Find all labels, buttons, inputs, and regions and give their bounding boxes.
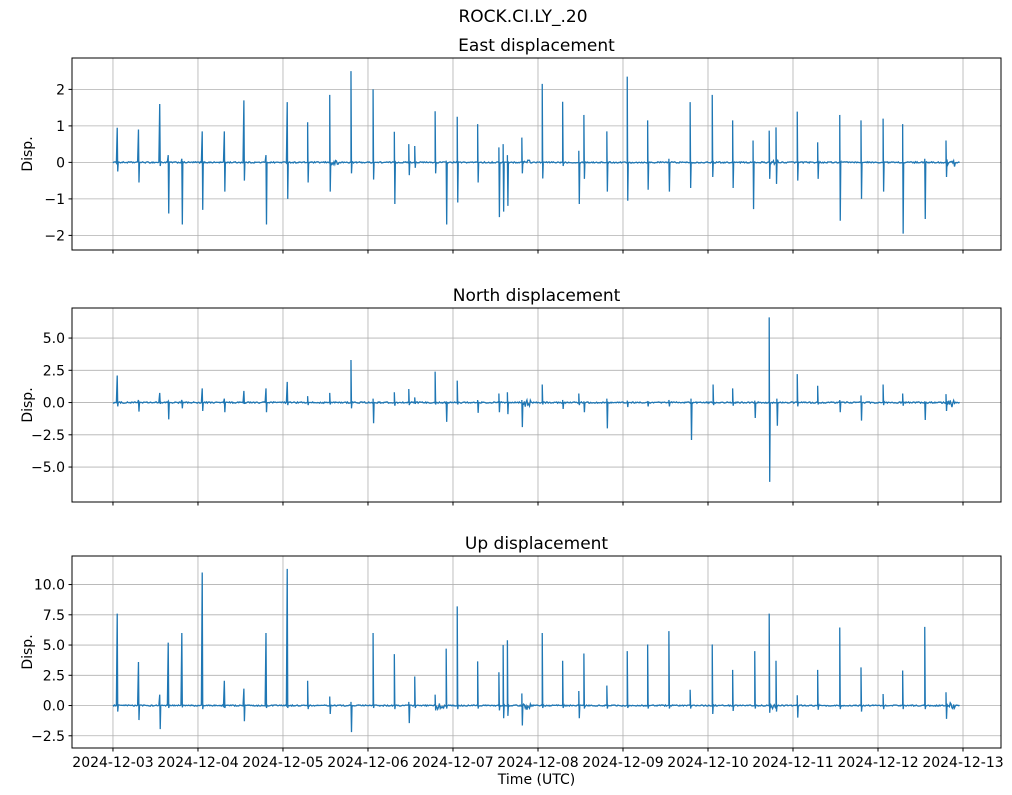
series-line-up bbox=[112, 568, 960, 733]
x-tick-label: 2024-12-04 bbox=[157, 755, 238, 771]
y-tick-label: 1 bbox=[56, 119, 65, 135]
y-tick-label: 10.0 bbox=[34, 578, 65, 594]
y-tick-label: 2.5 bbox=[43, 668, 65, 684]
y-tick-label: 5.0 bbox=[43, 331, 65, 347]
x-tick-label: 2024-12-12 bbox=[837, 755, 918, 771]
axes-frame bbox=[71, 57, 1002, 251]
subplot-title-east: East displacement bbox=[458, 36, 615, 56]
subplot-east: −2 −1 0 1 2 bbox=[44, 57, 1002, 254]
y-tick-label: 0 bbox=[56, 155, 65, 171]
y-tick-label: 7.5 bbox=[43, 608, 65, 624]
y-tick-label: 5.0 bbox=[43, 638, 65, 654]
y-tick-label: −2 bbox=[44, 228, 65, 244]
x-tick-label: 2024-12-07 bbox=[412, 755, 493, 771]
y-tick-label: −2.5 bbox=[31, 428, 65, 444]
y-tick-label: −2.5 bbox=[31, 729, 65, 745]
x-tick-label: 2024-12-05 bbox=[242, 755, 323, 771]
y-tick-label: −1 bbox=[44, 192, 65, 208]
subplot-title-up: Up displacement bbox=[464, 534, 609, 554]
x-tick-label: 2024-12-09 bbox=[582, 755, 663, 771]
y-tick-label: 2.5 bbox=[43, 363, 65, 379]
y-tick-label: 2 bbox=[56, 82, 65, 98]
x-tick-label: 2024-12-08 bbox=[497, 755, 578, 771]
subplot-title-north: North displacement bbox=[452, 286, 621, 306]
x-axis-label: Time (UTC) bbox=[497, 772, 576, 788]
y-tick-label: 0.0 bbox=[43, 699, 65, 715]
axes-frame bbox=[71, 307, 1002, 503]
x-tick-label: 2024-12-11 bbox=[752, 755, 833, 771]
x-tick-label: 2024-12-06 bbox=[327, 755, 408, 771]
subplot-north: −5.0 −2.5 0.0 2.5 5.0 bbox=[31, 307, 1002, 506]
subplot-up: −2.5 0.0 2.5 5.0 7.5 10.0 2024-12-03 2024-12-04… bbox=[31, 555, 1004, 771]
x-tick-label: 2024-12-10 bbox=[667, 755, 748, 771]
y-tick-label: 0.0 bbox=[43, 396, 65, 412]
x-tick-label: 2024-12-03 bbox=[72, 755, 153, 771]
axes-frame bbox=[71, 555, 1002, 749]
series-line-east bbox=[112, 71, 960, 234]
y-tick-label: −5.0 bbox=[31, 460, 65, 476]
series-line-north bbox=[112, 317, 961, 482]
x-tick-label: 2024-12-13 bbox=[922, 755, 1003, 771]
figure-title: ROCK.CI.LY_.20 bbox=[458, 7, 588, 27]
